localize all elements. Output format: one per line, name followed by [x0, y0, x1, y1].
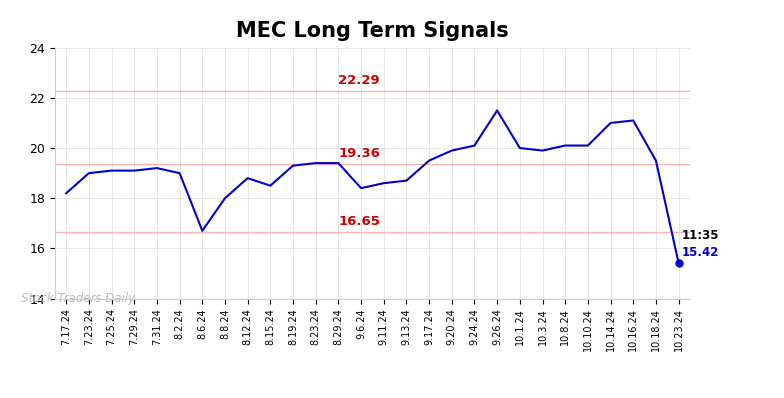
Text: 16.65: 16.65	[339, 215, 380, 228]
Text: 11:35: 11:35	[682, 228, 720, 242]
Title: MEC Long Term Signals: MEC Long Term Signals	[236, 21, 509, 41]
Text: Stock Traders Daily: Stock Traders Daily	[20, 292, 135, 305]
Text: 19.36: 19.36	[339, 147, 380, 160]
Text: 15.42: 15.42	[682, 246, 720, 259]
Text: 22.29: 22.29	[339, 74, 380, 87]
